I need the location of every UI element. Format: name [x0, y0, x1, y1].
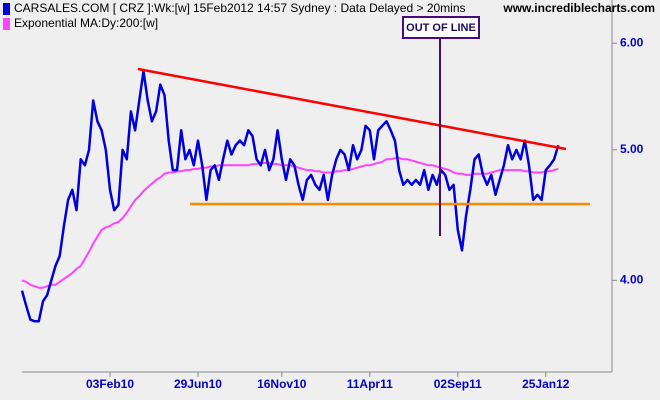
source: www.incrediblecharts.com [502, 1, 655, 15]
y-tick-label: 6.00 [620, 35, 644, 49]
marks [20, 69, 560, 323]
y-tick-label: 4.00 [620, 273, 644, 287]
legend-swatch [3, 18, 10, 30]
legend-label: Exponential MA:Dy:200:[w] [14, 16, 158, 30]
x-tick-label: 02Sep11 [434, 377, 482, 391]
x-tick-label: 03Feb10 [86, 377, 134, 391]
x-tick-label: 16Nov10 [257, 377, 307, 391]
y-tick-label: 5.00 [620, 142, 644, 156]
legend-label: CARSALES.COM [ CRZ ]:Wk:[w] [14, 1, 190, 15]
x-tick-label: 29Jun10 [174, 377, 222, 391]
legend-swatch [3, 3, 10, 15]
subtitle: 15Feb2012 14:57 Sydney : Data Delayed > … [193, 1, 466, 15]
series-line [20, 69, 560, 323]
annotation-box [402, 16, 480, 39]
trend-line [137, 67, 567, 151]
x-tick-label: 11Apr11 [347, 377, 393, 391]
x-tick-label: 25Jan12 [522, 377, 570, 391]
annotation: OUT OF LINE [406, 22, 476, 34]
